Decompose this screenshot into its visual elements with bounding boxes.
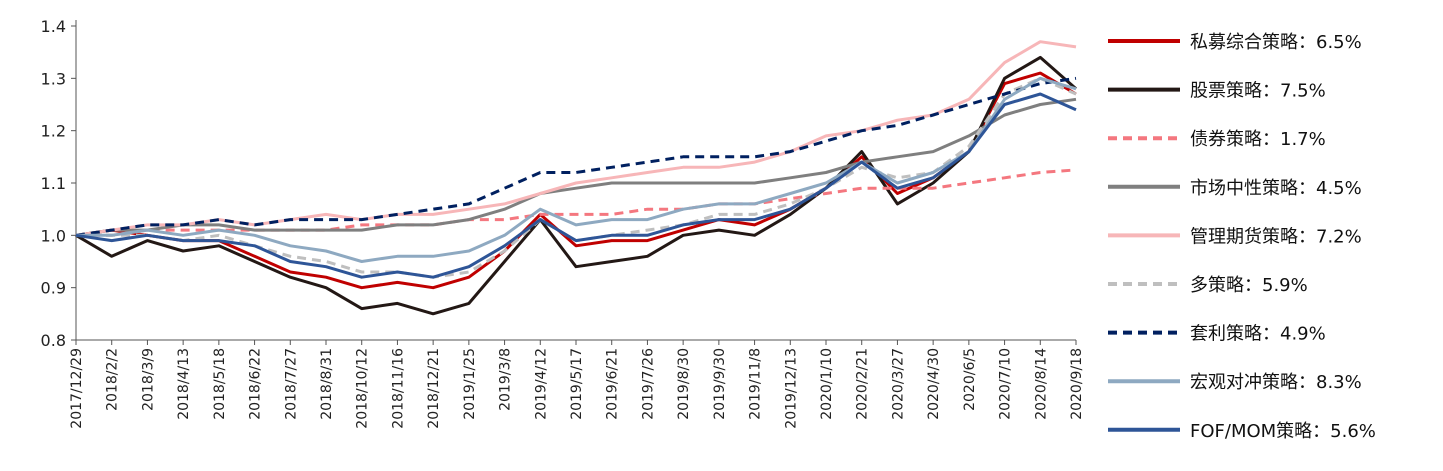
axes: 0.8 0.9 1.0 1.1 1.2 1.3 1.4 2017/12/29 2018/2/2 2…: [41, 17, 1085, 429]
series-line-7: [75, 76, 1077, 237]
x-tick-label: 2017/12/29: [69, 348, 85, 429]
legend-label: 套利策略：4.9%: [1190, 324, 1326, 345]
legend-label: 市场中性策略：4.5%: [1190, 178, 1362, 199]
x-tick-label: 2019/1/25: [462, 348, 478, 420]
x-tick-label: 2019/9/30: [712, 348, 728, 420]
x-tick-label: 2019/8/30: [676, 348, 692, 420]
x-tick-label: 2020/8/14: [1033, 348, 1049, 420]
x-tick-label: 2019/6/21: [605, 348, 621, 420]
y-tick-label: 1.0: [41, 226, 66, 245]
series-line-8: [76, 76, 1077, 263]
legend-label: FOF/MOM策略：5.6%: [1190, 421, 1376, 442]
y-tick-label: 1.3: [41, 69, 66, 88]
x-tick-label: 2019/11/8: [748, 348, 764, 420]
x-tick-label: 2018/4/13: [176, 348, 192, 420]
x-tick-label: 2019/3/8: [498, 348, 514, 411]
legend-label: 股票策略：7.5%: [1190, 81, 1326, 102]
x-tick-label: 2018/5/18: [212, 348, 228, 420]
x-tick-label: 2020/1/10: [819, 348, 835, 420]
x-tick-label: 2018/6/22: [248, 348, 264, 420]
y-tick-label: 0.8: [41, 331, 66, 350]
x-tick-label: 2018/8/31: [319, 348, 335, 420]
x-tick-label: 2019/4/12: [533, 348, 549, 420]
legend-label: 多策略：5.9%: [1190, 275, 1308, 296]
y-tick-label: 1.2: [41, 122, 66, 141]
x-tick-label: 2020/4/30: [926, 348, 942, 420]
series-line-5: [75, 40, 1077, 237]
series-line-2: [75, 55, 1077, 316]
legend: 私募综合策略：6.5% 股票策略：7.5% 债券策略：1.7% 市场中性策略：4.5%…: [1108, 32, 1376, 442]
series-lines: [75, 40, 1077, 316]
x-tick-label: 2020/7/10: [998, 348, 1014, 420]
x-tick-label: 2020/3/27: [890, 348, 906, 420]
x-tick-label: 2018/11/16: [390, 348, 406, 429]
legend-label: 管理期货策略：7.2%: [1190, 226, 1362, 247]
x-tick-label: 2020/2/21: [855, 348, 871, 420]
legend-label: 债券策略：1.7%: [1190, 129, 1326, 150]
x-tick-label: 2019/12/13: [783, 348, 799, 429]
legend-label: 宏观对冲策略：8.3%: [1190, 372, 1362, 393]
y-tick-label: 1.4: [41, 17, 66, 36]
x-tick-label: 2019/5/17: [569, 348, 585, 420]
series-line-4: [75, 97, 1077, 237]
x-tick-label: 2018/7/27: [283, 348, 299, 420]
legend-label: 私募综合策略：6.5%: [1190, 32, 1362, 53]
x-tick-label: 2019/7/26: [640, 348, 656, 420]
x-tick-label: 2020/6/5: [962, 348, 978, 411]
x-tick-label: 2018/3/9: [140, 348, 156, 411]
series-line-9: [75, 92, 1077, 279]
x-tick-label: 2018/2/2: [105, 348, 121, 411]
x-tick-label: 2018/10/12: [355, 348, 371, 429]
x-tick-label: 2020/9/18: [1069, 348, 1085, 420]
y-tick-label: 0.9: [41, 279, 66, 298]
y-tick-label: 1.1: [41, 174, 66, 193]
x-tick-label: 2018/12/21: [426, 348, 442, 429]
